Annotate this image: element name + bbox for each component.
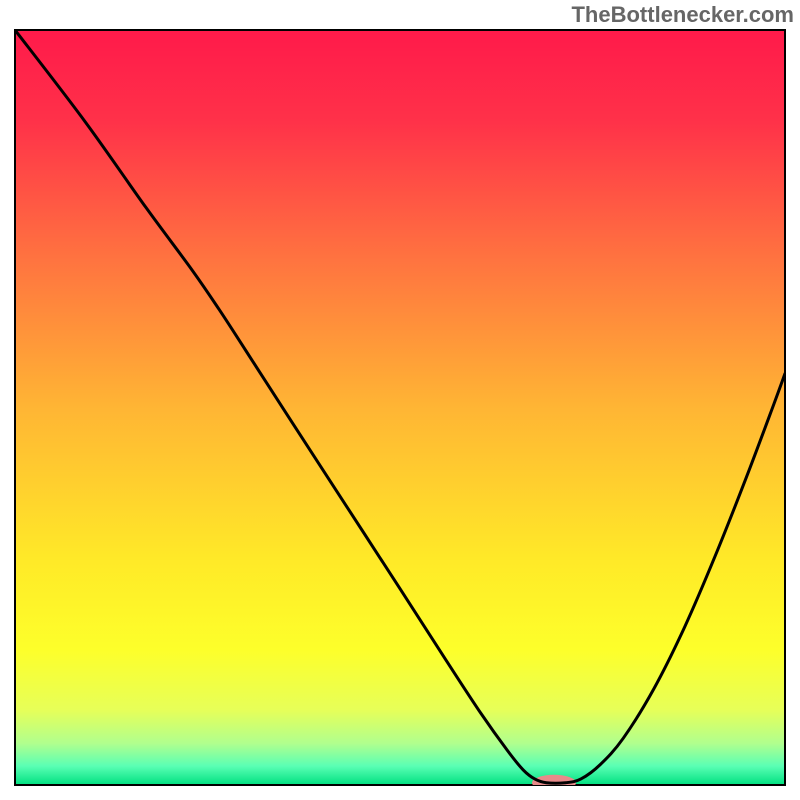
plot-background: [15, 30, 785, 785]
attribution-text: TheBottlenecker.com: [571, 2, 794, 28]
bottleneck-chart: [0, 0, 800, 800]
chart-container: TheBottlenecker.com: [0, 0, 800, 800]
